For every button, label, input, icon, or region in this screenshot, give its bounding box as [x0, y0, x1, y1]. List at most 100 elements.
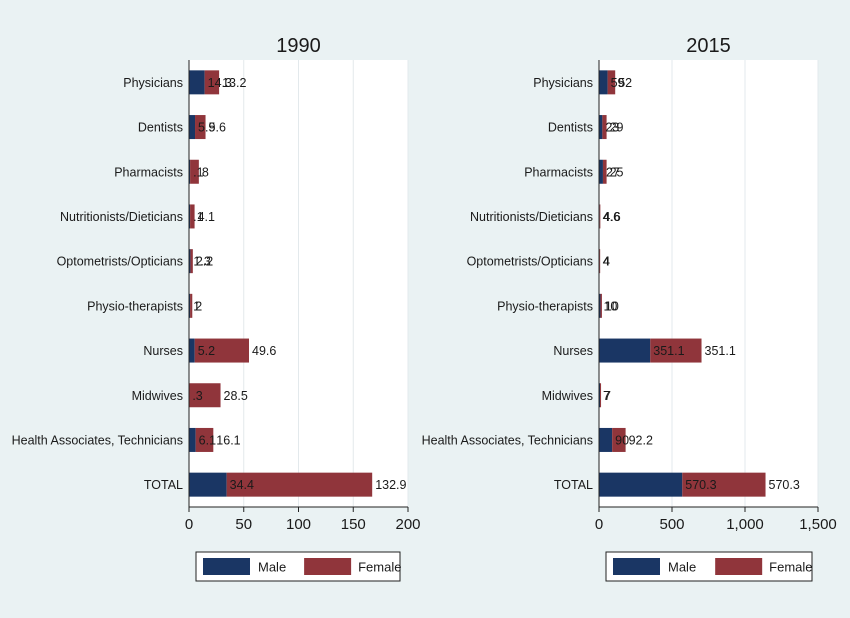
- bar-female: [195, 115, 206, 140]
- data-label-female: 4.1: [198, 210, 215, 224]
- category-label: Pharmacists: [114, 165, 183, 179]
- bar-female: [226, 472, 373, 497]
- x-tick-label: 200: [395, 516, 420, 533]
- data-label-male: 90: [615, 433, 629, 447]
- bar-female: [204, 70, 220, 95]
- category-label: Physio-therapists: [497, 299, 593, 313]
- category-label: Optometrists/Opticians: [57, 255, 183, 269]
- bar-male: [189, 159, 191, 184]
- data-label-male: 351.1: [653, 344, 684, 358]
- bar-female: [599, 249, 601, 274]
- chart-title: 2015: [686, 35, 731, 57]
- legend-label-male: Male: [668, 560, 696, 575]
- category-label: Dentists: [138, 121, 183, 135]
- data-label-female: 16.1: [216, 433, 240, 447]
- bar-male: [189, 70, 205, 95]
- data-label-female: 13.2: [222, 76, 246, 90]
- bar-male: [189, 427, 196, 452]
- category-label: Nurses: [553, 344, 593, 358]
- legend-label-female: Female: [358, 560, 401, 575]
- category-label: Nutritionists/Dieticians: [60, 210, 183, 224]
- category-label: Midwives: [542, 389, 593, 403]
- bar-female: [607, 70, 616, 95]
- x-tick-label: 500: [659, 516, 684, 533]
- data-label-male: 1.3: [193, 255, 210, 269]
- category-label: Physio-therapists: [87, 299, 183, 313]
- category-label: Physicians: [533, 76, 593, 90]
- data-label-male: .3: [192, 389, 202, 403]
- category-label: Dentists: [548, 121, 593, 135]
- bar-male: [599, 427, 613, 452]
- data-label-female: 132.9: [375, 478, 406, 492]
- bar-male: [189, 338, 195, 363]
- category-label: Health Associates, Technicians: [422, 433, 593, 447]
- category-label: Pharmacists: [524, 165, 593, 179]
- bar-female: [682, 472, 766, 497]
- bar-female: [612, 427, 626, 452]
- data-label-female: 29: [610, 121, 624, 135]
- x-tick-label: 150: [341, 516, 366, 533]
- data-label-male: 14.3: [208, 76, 232, 90]
- plot-area: [599, 60, 818, 507]
- legend-swatch-female: [715, 558, 763, 575]
- data-label-female: 25: [610, 165, 624, 179]
- data-label-female: 92.2: [629, 433, 653, 447]
- category-label: TOTAL: [554, 478, 593, 492]
- bar-male: [189, 249, 191, 274]
- data-label-male: 4: [603, 255, 610, 269]
- data-label-male: 23: [605, 121, 619, 135]
- bar-female: [194, 338, 250, 363]
- legend-label-female: Female: [769, 560, 812, 575]
- category-label: TOTAL: [144, 478, 183, 492]
- bar-female: [190, 204, 195, 229]
- data-label-female: 7: [604, 389, 611, 403]
- data-label-male: 7: [603, 389, 610, 403]
- bar-female: [190, 249, 193, 274]
- category-label: Nurses: [143, 344, 183, 358]
- x-tick-label: 0: [595, 516, 603, 533]
- bar-female: [599, 204, 601, 229]
- bar-female: [600, 293, 602, 318]
- bar-male: [599, 115, 603, 140]
- data-label-female: 2.2: [196, 255, 213, 269]
- data-label-female: 28.5: [224, 389, 248, 403]
- data-label-female: 570.3: [769, 478, 800, 492]
- bar-female: [190, 293, 193, 318]
- data-label-female: 10: [605, 299, 619, 313]
- x-tick-label: 1,500: [799, 516, 837, 533]
- data-label-female: 8: [202, 165, 209, 179]
- data-label-male: 6.1: [199, 433, 216, 447]
- legend-label-male: Male: [258, 560, 286, 575]
- data-label-male: 5.5: [198, 121, 215, 135]
- bar-female: [602, 159, 607, 184]
- data-label-male: 10: [603, 299, 617, 313]
- x-tick-label: 1,000: [726, 516, 764, 533]
- chart-title: 1990: [276, 35, 321, 57]
- data-label-female: 49.6: [252, 344, 276, 358]
- category-label: Nutritionists/Dieticians: [470, 210, 593, 224]
- data-label-male: .1: [193, 165, 203, 179]
- x-tick-label: 100: [286, 516, 311, 533]
- legend-swatch-male: [203, 558, 250, 575]
- bar-female: [650, 338, 702, 363]
- data-label-male: 59: [611, 76, 625, 90]
- bar-male: [599, 159, 603, 184]
- legend-swatch-male: [613, 558, 660, 575]
- bar-female: [195, 427, 214, 452]
- bar-female: [602, 115, 607, 140]
- data-label-female: 351.1: [705, 344, 736, 358]
- legend-swatch-female: [304, 558, 352, 575]
- panel-1990: 1990 Physicians 14.313.2 Dentists 5.59.6 Phar…: [12, 35, 421, 582]
- category-label: Optometrists/Opticians: [467, 255, 593, 269]
- data-label-female: 2: [195, 299, 202, 313]
- bar-female: [189, 383, 221, 408]
- bar-male: [189, 115, 196, 140]
- bar-male: [599, 472, 683, 497]
- bar-female: [600, 383, 602, 408]
- bar-male: [599, 338, 651, 363]
- bar-male: [599, 383, 601, 408]
- bar-male: [189, 204, 191, 229]
- data-label-male: 570.3: [685, 478, 716, 492]
